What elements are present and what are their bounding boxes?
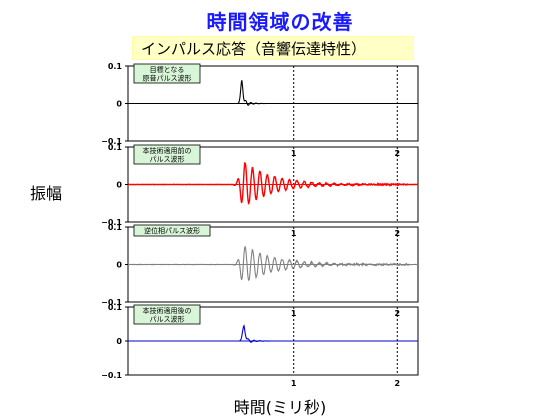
series-line: [127, 162, 419, 205]
subtitle-box: インパルス応答（音響伝達特性）: [132, 36, 414, 60]
x-tick-label: 2: [394, 229, 400, 238]
y-tick-label: 0: [116, 181, 122, 190]
series-label-text: パルス波形: [150, 315, 185, 324]
x-axis-tick-label: 1: [291, 379, 297, 388]
y-tick-label: 0.1: [108, 303, 123, 312]
series-label-text: 原音パルス波形: [143, 74, 192, 83]
y-tick-label: 0.1: [108, 143, 123, 152]
x-axis-tick-label: 2: [394, 379, 400, 388]
x-tick-label: 2: [394, 309, 400, 318]
series-line: [128, 80, 418, 106]
y-axis-label: 振幅: [30, 184, 63, 203]
page-title: 時間領域の改善: [206, 10, 354, 34]
series-line: [128, 324, 418, 343]
x-tick-label: 1: [291, 229, 297, 238]
y-tick-label: −0.1: [101, 218, 122, 227]
series-label-text: 本技術適用前の: [143, 146, 192, 155]
y-tick-label: −0.1: [101, 137, 122, 146]
x-tick-label: 2: [394, 149, 400, 158]
y-tick-label: −0.1: [101, 371, 122, 380]
series-label-box: [133, 304, 201, 325]
y-tick-label: 0: [116, 261, 122, 270]
y-tick-label: 0.1: [108, 223, 123, 232]
y-tick-label: 0.1: [108, 62, 123, 71]
y-tick-label: 0: [116, 337, 122, 346]
chart-panel-3: 0.1 0 −0.1 1 2 逆位相パルス波形: [101, 223, 419, 307]
x-tick-label: 1: [291, 149, 297, 158]
series-label-text: 逆位相パルス波形: [144, 226, 200, 235]
series-label-text: 目標となる: [150, 65, 185, 74]
series-label-box: [133, 63, 201, 84]
series-label-box: [133, 144, 201, 165]
y-tick-label: −0.1: [101, 298, 122, 307]
y-tick-label: 0: [116, 100, 122, 109]
series-line: [127, 246, 419, 282]
series-label-box: [133, 224, 211, 237]
x-axis-label: 時間(ミリ秒): [233, 398, 327, 417]
x-tick-label: 1: [291, 309, 297, 318]
series-label-text: パルス波形: [150, 155, 185, 164]
series-label-text: 本技術適用後の: [143, 306, 192, 315]
